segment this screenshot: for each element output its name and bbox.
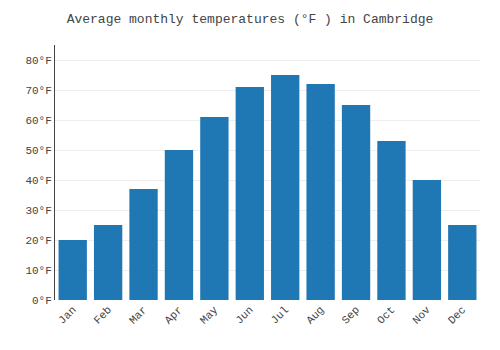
svg-text:Jun: Jun (233, 304, 255, 326)
svg-text:0°F: 0°F (32, 295, 52, 307)
svg-text:Average monthly temperatures (: Average monthly temperatures (°F ) in Ca… (67, 12, 434, 27)
svg-text:Oct: Oct (375, 304, 397, 326)
svg-text:60°F: 60°F (25, 115, 51, 127)
svg-text:Feb: Feb (92, 304, 114, 326)
svg-text:May: May (198, 304, 221, 327)
svg-text:Nov: Nov (410, 304, 433, 327)
svg-text:70°F: 70°F (25, 85, 51, 97)
svg-text:50°F: 50°F (25, 145, 51, 157)
svg-text:Mar: Mar (127, 304, 149, 326)
svg-text:Jul: Jul (269, 304, 291, 326)
svg-text:Aug: Aug (304, 304, 326, 326)
svg-text:Apr: Apr (162, 304, 184, 326)
svg-text:10°F: 10°F (25, 265, 51, 277)
svg-text:Jan: Jan (56, 304, 78, 326)
svg-text:20°F: 20°F (25, 235, 51, 247)
svg-text:30°F: 30°F (25, 205, 51, 217)
svg-text:40°F: 40°F (25, 175, 51, 187)
svg-text:80°F: 80°F (25, 55, 51, 67)
svg-text:Dec: Dec (446, 304, 468, 326)
svg-text:Sep: Sep (340, 304, 362, 326)
